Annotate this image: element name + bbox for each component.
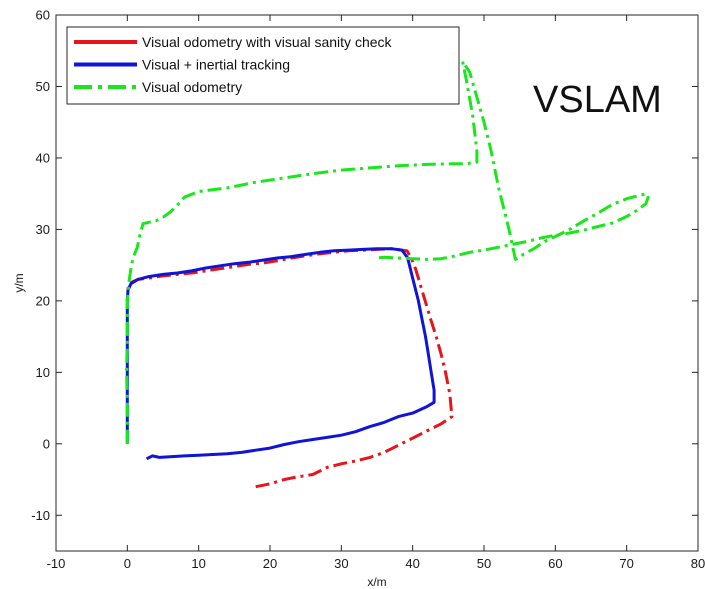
x-tick-label: 0 [124,556,131,571]
x-tick-label: 30 [334,556,348,571]
x-axis-label: x/m [367,575,386,589]
y-tick-label: 20 [36,293,50,308]
y-tick-label: 30 [36,222,50,237]
y-tick-label: -10 [31,508,50,523]
series-line-1 [125,247,454,489]
legend-label-1: Visual odometry with visual sanity check [142,34,393,50]
x-tick-label: -10 [47,556,66,571]
y-axis-label: y/m [12,273,26,292]
x-tick-label: 50 [477,556,491,571]
legend: Visual odometry with visual sanity check… [66,26,460,105]
ticks-layer: -10 0 10 20 30 40 50 60 70 80 -10 0 10 20 30 40 50 60 [31,8,705,572]
x-tick-label: 60 [548,556,562,571]
y-tick-label: 50 [36,79,50,94]
y-tick-label: 40 [36,150,50,165]
series-line-3 [125,60,650,444]
x-tick-label: 80 [691,556,705,571]
plot-frame [55,14,699,552]
legend-label-2: Visual + inertial tracking [142,57,290,73]
x-tick-label: 70 [619,556,633,571]
y-tick-label: 10 [36,365,50,380]
x-tick-label: 10 [191,556,205,571]
x-tick-label: 20 [263,556,277,571]
vslam-annotation: VSLAM [533,79,662,121]
series-line-2 [125,247,436,461]
y-tick-label: 60 [36,8,50,23]
legend-label-3: Visual odometry [142,79,242,95]
x-tick-label: 40 [405,556,419,571]
series-layer [125,60,650,489]
y-tick-label: 0 [43,436,50,451]
